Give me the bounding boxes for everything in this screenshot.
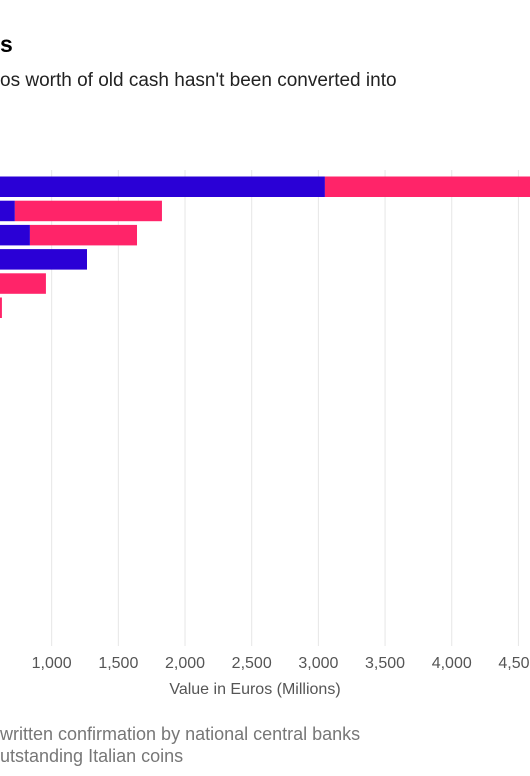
bar-segment [14,200,162,222]
note: utstanding Italian coins [0,746,183,766]
bar-segment [29,224,138,246]
bar-segment [0,224,30,246]
x-tick-label: 3,000 [298,655,338,672]
note: written confirmation by national central… [0,724,360,744]
x-tick-label: 1,500 [98,655,138,672]
x-tick-label: 2,500 [232,655,272,672]
bar-segment [0,273,46,294]
x-axis-label: Value in Euros (Millions) [169,681,340,698]
bar-segment [0,297,2,318]
x-tick-label: 4,500 [498,655,530,672]
bar-segment [0,249,88,270]
x-tick-label: 4,000 [432,655,472,672]
x-tick-label: 1,000 [32,655,72,672]
x-tick-label: 3,500 [365,655,405,672]
bar-segment [0,176,325,197]
bar-segment [324,176,530,197]
bar-segment [0,200,15,222]
x-tick-label: 2,000 [165,655,205,672]
chart-title: s [0,31,13,57]
chart-subtitle: os worth of old cash hasn't been convert… [0,70,397,91]
